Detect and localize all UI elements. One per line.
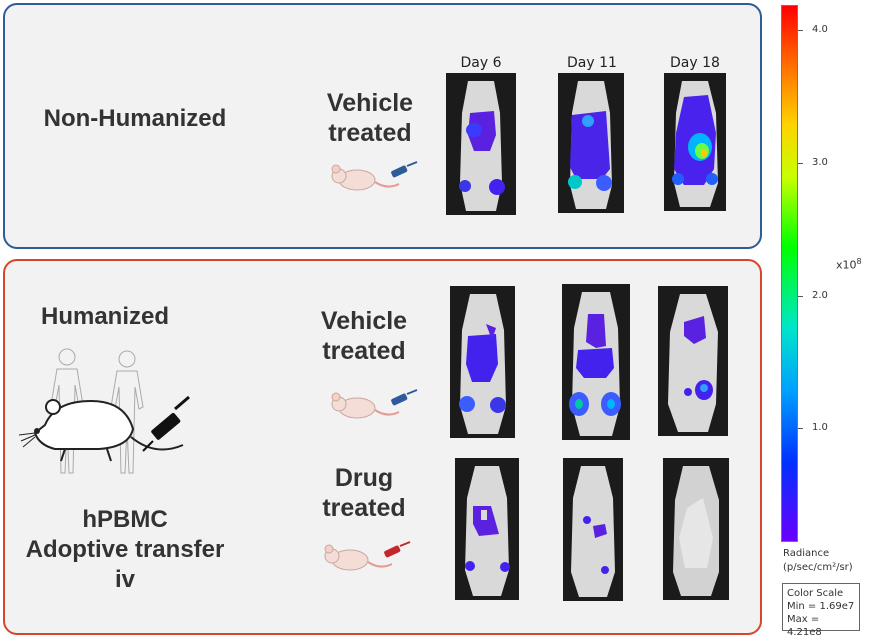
- treatment-line2: treated: [328, 119, 412, 147]
- treatment-label-vehicle-top: Vehicle treated: [300, 88, 440, 148]
- tick-mark: [798, 296, 803, 297]
- bli-image-humanized-drug-2: [563, 458, 623, 601]
- tick-label-4: 4.0: [812, 24, 828, 35]
- vehicle-line2: treated: [322, 337, 406, 365]
- transfer-label: hPBMC Adoptive transfer iv: [5, 505, 245, 595]
- day-label-3: Day 18: [670, 55, 720, 71]
- mouse-icon: [18, 399, 184, 462]
- day-label-2: Day 11: [567, 55, 617, 71]
- tick-mark: [798, 30, 803, 31]
- non-humanized-panel: [3, 3, 762, 249]
- scale-title: Color Scale: [787, 588, 844, 599]
- mouse-syringe-icon-vehicle-bottom: [331, 389, 418, 419]
- colorbar-multiplier: x108: [836, 257, 862, 272]
- transfer-line3: iv: [114, 566, 135, 593]
- bli-image-nonhuman-day11: [558, 73, 624, 213]
- group-label-humanized: Humanized: [40, 303, 169, 330]
- syringe-icon: [142, 395, 190, 452]
- treatment-label-drug: Drug treated: [294, 463, 434, 523]
- vehicle-line1: Vehicle: [320, 307, 408, 335]
- tick-mark: [798, 428, 803, 429]
- tick-label-1: 1.0: [812, 422, 828, 433]
- bli-image-humanized-vehicle-2: [562, 284, 630, 440]
- bli-image-nonhuman-day6: [446, 73, 516, 215]
- mouse-syringe-icon-drug: [324, 541, 411, 571]
- radiance-colorbar: [781, 5, 798, 542]
- drug-line2: treated: [322, 494, 406, 522]
- treatment-label-vehicle-bottom: Vehicle treated: [294, 306, 434, 366]
- humanized-mouse-illustration: [18, 348, 190, 474]
- radiance-line1: Radiance: [783, 548, 830, 559]
- mouse-syringe-icon-vehicle-top: [331, 161, 418, 191]
- tick-label-3: 3.0: [812, 157, 828, 168]
- day-label-1: Day 6: [460, 55, 502, 71]
- color-scale-box: Color Scale Min = 1.69e7 Max = 4.21e8: [782, 583, 860, 638]
- bli-image-humanized-drug-3: [663, 458, 729, 600]
- bli-image-humanized-vehicle-1: [450, 286, 515, 438]
- tick-label-2: 2.0: [812, 290, 828, 301]
- multiplier-base: x10: [836, 258, 857, 272]
- transfer-line2: Adoptive transfer: [25, 536, 225, 563]
- bli-image-humanized-vehicle-3: [658, 286, 728, 436]
- humanized-panel: [3, 259, 762, 635]
- transfer-line1: hPBMC: [82, 506, 168, 533]
- drug-line1: Drug: [334, 464, 394, 492]
- treatment-line1: Vehicle: [326, 89, 414, 117]
- tick-mark: [798, 163, 803, 164]
- bli-image-nonhuman-day18: [664, 73, 726, 211]
- radiance-line2: (p/sec/cm²/sr): [783, 562, 853, 573]
- radiance-units: Radiance (p/sec/cm²/sr): [783, 547, 853, 575]
- scale-min: Min = 1.69e7: [787, 601, 855, 612]
- bli-image-humanized-drug-1: [455, 458, 519, 600]
- multiplier-exponent: 8: [856, 257, 862, 266]
- group-label-non-humanized: Non-Humanized: [43, 105, 227, 132]
- scale-max: Max = 4.21e8: [787, 614, 822, 638]
